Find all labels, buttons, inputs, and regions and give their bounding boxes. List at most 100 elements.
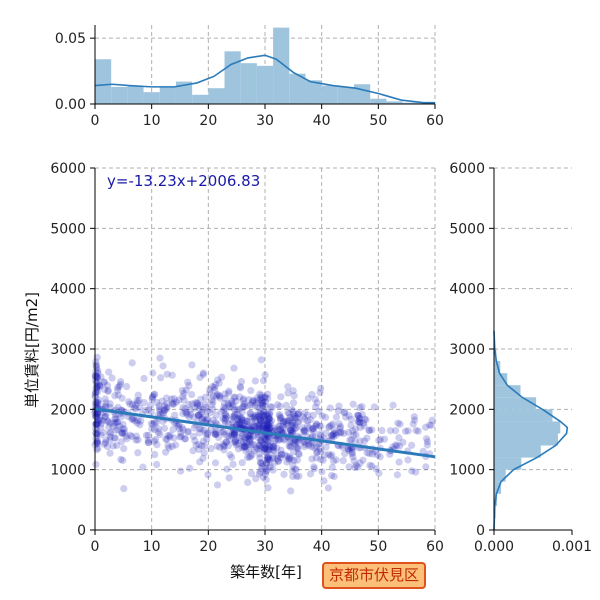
scatter-point (244, 434, 253, 442)
scatter-point (169, 425, 177, 434)
scatter-point (238, 404, 247, 412)
scatter-point (179, 409, 187, 418)
scatter-point (155, 404, 164, 413)
scatter-point (265, 412, 273, 421)
top-x-tick-label: 60 (426, 113, 444, 129)
scatter-point (256, 404, 264, 413)
scatter-point (395, 434, 403, 442)
scatter-point (230, 429, 239, 437)
scatter-point (282, 401, 290, 409)
scatter-point (94, 416, 102, 424)
top-x-tick-label: 40 (313, 113, 331, 129)
scatter-point (113, 441, 121, 449)
scatter-point (201, 393, 209, 401)
scatter-point (304, 441, 313, 450)
scatter-point (345, 412, 353, 420)
scatter-point (330, 432, 338, 440)
scatter-point (221, 410, 229, 418)
scatter-point (254, 445, 262, 453)
scatter-point (257, 436, 266, 445)
scatter-point (256, 409, 265, 417)
scatter-point (292, 444, 300, 452)
scatter-point (314, 440, 323, 448)
top-histogram-bar (143, 92, 160, 104)
scatter-point (245, 421, 253, 429)
right-histogram-bar (494, 481, 502, 494)
scatter-point (236, 393, 244, 401)
scatter-point (243, 453, 252, 462)
scatter-point (93, 410, 101, 418)
scatter-point (283, 458, 291, 466)
scatter-point (220, 442, 228, 451)
scatter-point (289, 461, 297, 469)
scatter-point (245, 435, 253, 443)
scatter-point (227, 399, 235, 408)
scatter-point (372, 465, 380, 473)
scatter-point (269, 442, 277, 451)
right-histogram-bar (494, 469, 506, 482)
scatter-point (209, 392, 217, 400)
scatter-point (92, 425, 100, 433)
scatter-point (204, 429, 212, 437)
scatter-point (100, 429, 108, 437)
scatter-point (252, 413, 260, 421)
scatter-point (190, 413, 198, 421)
scatter-point (396, 420, 404, 428)
scatter-point (242, 447, 250, 455)
scatter-point (276, 412, 284, 420)
scatter-point (228, 397, 236, 405)
scatter-point (304, 422, 312, 430)
scatter-point (103, 417, 112, 425)
scatter-point (244, 402, 252, 410)
scatter-point (100, 378, 109, 386)
scatter-point (188, 390, 196, 399)
scatter-point (317, 432, 325, 440)
y-axis-label: 単位賃料[円/m2] (23, 292, 41, 408)
x-tick-label: 20 (199, 539, 217, 555)
scatter-point (114, 425, 122, 434)
scatter-point (151, 390, 159, 398)
scatter-point (295, 472, 303, 480)
scatter-point (183, 411, 191, 419)
scatter-point (258, 424, 266, 432)
scatter-point (260, 408, 268, 416)
scatter-point (201, 429, 210, 438)
scatter-point (264, 394, 272, 403)
scatter-point (257, 437, 265, 445)
scatter-point (316, 388, 324, 397)
scatter-point (258, 401, 266, 409)
scatter-point (95, 381, 104, 389)
scatter-point (233, 420, 241, 429)
y-tick-label: 0 (77, 523, 86, 539)
scatter-point (140, 374, 148, 383)
scatter-point (353, 411, 362, 419)
scatter-point (322, 443, 330, 451)
scatter-point (268, 403, 276, 411)
scatter-point (310, 427, 318, 435)
scatter-point (93, 373, 101, 382)
scatter-point (316, 430, 324, 438)
scatter-point (235, 419, 244, 428)
scatter-point (122, 432, 130, 440)
scatter-point (215, 379, 223, 387)
scatter-point (214, 433, 223, 442)
scatter-point (261, 465, 269, 473)
scatter-point (160, 402, 169, 410)
scatter-point (269, 443, 277, 452)
top-x-tick-label: 20 (199, 113, 217, 129)
scatter-point (345, 446, 353, 455)
scatter-point (111, 392, 119, 400)
scatter-point (232, 441, 240, 449)
scatter-point (330, 472, 338, 481)
scatter-point (230, 412, 239, 420)
scatter-point (113, 418, 122, 426)
x-tick-label: 10 (143, 539, 161, 555)
scatter-point (222, 438, 230, 446)
scatter-point (178, 424, 186, 432)
scatter-point (248, 414, 256, 423)
scatter-point (227, 432, 235, 440)
scatter-point (203, 407, 211, 415)
scatter-point (428, 416, 436, 424)
scatter-point (267, 424, 275, 432)
scatter-point (289, 387, 297, 395)
